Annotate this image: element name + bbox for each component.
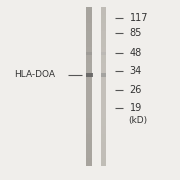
Bar bbox=[86, 31, 92, 39]
Bar bbox=[86, 7, 92, 15]
Bar bbox=[86, 102, 92, 110]
Bar bbox=[86, 15, 92, 23]
Bar bbox=[86, 63, 92, 71]
Text: 48: 48 bbox=[130, 48, 142, 58]
Bar bbox=[86, 110, 92, 118]
Bar bbox=[101, 150, 106, 158]
Bar bbox=[86, 134, 92, 142]
Bar bbox=[101, 158, 106, 166]
Text: 85: 85 bbox=[130, 28, 142, 38]
Bar bbox=[86, 94, 92, 102]
Text: 26: 26 bbox=[130, 85, 142, 95]
Bar bbox=[101, 23, 106, 31]
Bar bbox=[101, 86, 106, 94]
Bar bbox=[86, 118, 92, 126]
Bar bbox=[101, 63, 106, 71]
Bar bbox=[101, 102, 106, 110]
Bar bbox=[86, 71, 92, 78]
Bar bbox=[86, 73, 93, 77]
Bar bbox=[101, 71, 106, 78]
Bar bbox=[86, 47, 92, 55]
Text: 34: 34 bbox=[130, 66, 142, 76]
Bar bbox=[86, 52, 92, 55]
Text: HLA-DOA: HLA-DOA bbox=[14, 70, 55, 79]
Bar bbox=[101, 118, 106, 126]
Bar bbox=[86, 23, 92, 31]
Bar bbox=[101, 31, 106, 39]
Bar bbox=[101, 7, 106, 166]
Text: (kD): (kD) bbox=[129, 116, 148, 125]
Bar bbox=[86, 39, 92, 47]
Bar bbox=[86, 86, 92, 94]
Bar bbox=[86, 55, 92, 63]
Bar bbox=[101, 78, 106, 86]
Bar bbox=[86, 150, 92, 158]
Bar bbox=[101, 52, 106, 55]
Bar bbox=[86, 158, 92, 166]
Bar bbox=[101, 73, 106, 77]
Bar bbox=[101, 142, 106, 150]
Bar bbox=[101, 134, 106, 142]
Bar bbox=[101, 39, 106, 47]
Bar bbox=[101, 94, 106, 102]
Bar bbox=[86, 126, 92, 134]
Bar bbox=[86, 78, 92, 86]
Bar bbox=[101, 110, 106, 118]
Bar bbox=[101, 47, 106, 55]
Bar bbox=[101, 55, 106, 63]
Bar bbox=[101, 126, 106, 134]
Text: 117: 117 bbox=[130, 13, 148, 23]
Text: 19: 19 bbox=[130, 103, 142, 113]
Bar bbox=[86, 142, 92, 150]
Bar bbox=[101, 7, 106, 15]
Bar bbox=[101, 15, 106, 23]
Bar bbox=[86, 7, 92, 166]
